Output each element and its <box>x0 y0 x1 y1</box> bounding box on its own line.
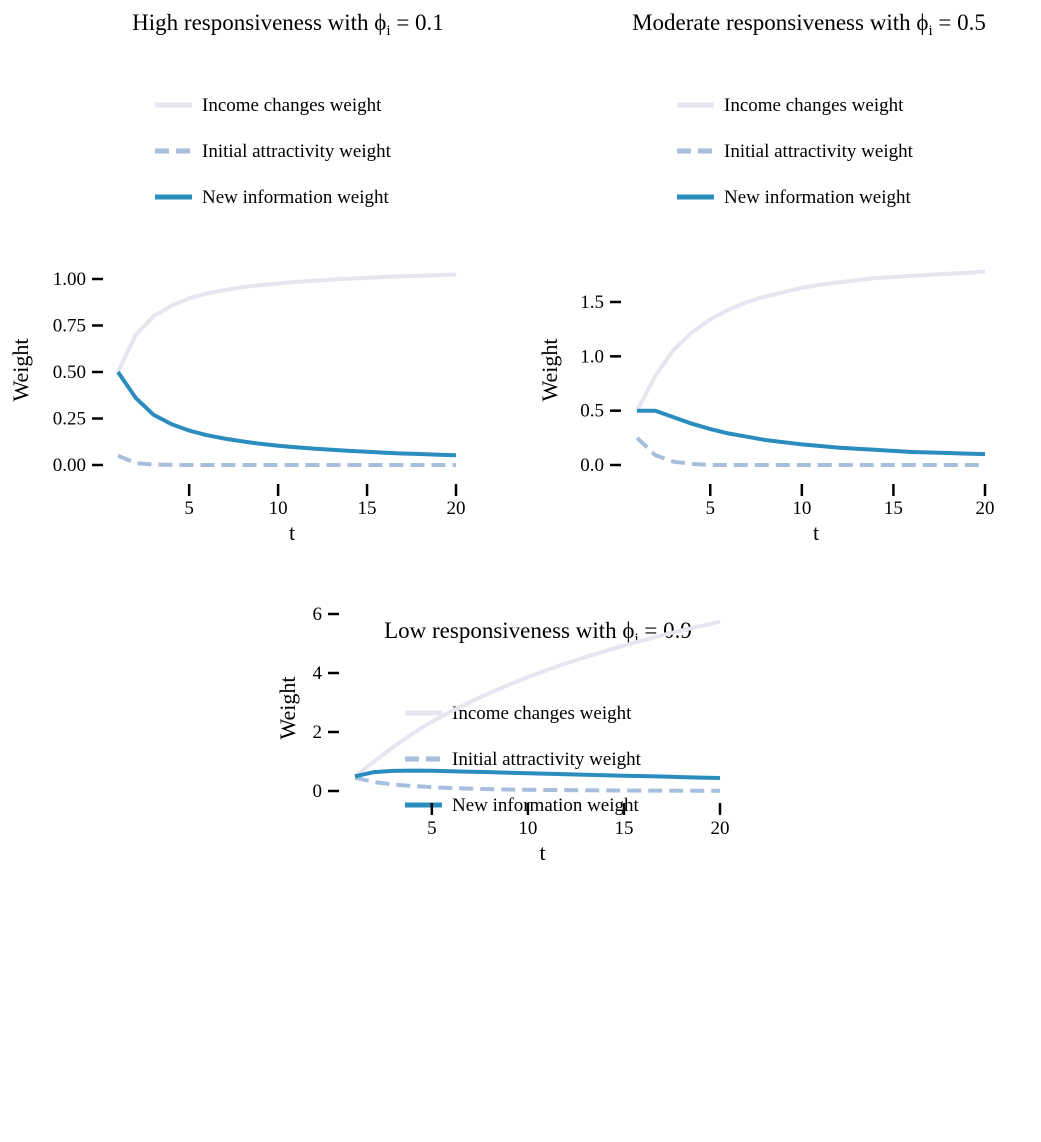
title-symbol: ϕ <box>374 10 386 35</box>
chart-panel-1: High responsiveness with ϕi = 0.1 Income … <box>8 10 466 545</box>
chart-panel-3: Low responsiveness with ϕi = 0.9 Income c… <box>275 604 730 865</box>
x-tick-label: 15 <box>884 498 903 519</box>
y-tick-label: 0.00 <box>53 455 86 476</box>
legend-label-2: Initial attractivity weight <box>452 749 642 770</box>
title-text: High responsiveness with <box>132 10 374 35</box>
chart-title: Low responsiveness with ϕi = 0.9 <box>384 618 692 647</box>
y-tick-label: 0.75 <box>53 316 86 337</box>
title-text: Low responsiveness with <box>384 618 622 643</box>
title-text: Moderate responsiveness with <box>632 10 916 35</box>
y-tick-label: 1.00 <box>53 269 86 290</box>
series-line-1 <box>116 272 457 373</box>
y-tick-label: 0.0 <box>580 455 604 476</box>
legend: Income changes weight Initial attractivit… <box>155 95 392 208</box>
y-tick-label: 4 <box>313 663 323 684</box>
series-line-3 <box>637 408 986 457</box>
x-axis-label: t <box>813 520 819 545</box>
legend-label-3: New information weight <box>452 795 640 816</box>
legend-label-3: New information weight <box>724 187 912 208</box>
x-axis-label: t <box>539 840 545 865</box>
legend-label-2: Initial attractivity weight <box>202 141 392 162</box>
y-tick-label: 6 <box>313 604 323 625</box>
series-line-3 <box>354 768 721 780</box>
y-tick-label: 2 <box>313 722 323 743</box>
x-tick-label: 15 <box>358 498 377 519</box>
legend-label-2: Initial attractivity weight <box>724 141 914 162</box>
y-axis-label: Weight <box>8 339 33 402</box>
title-subscript: i <box>928 23 932 39</box>
x-tick-label: 5 <box>706 498 716 519</box>
series-line-2 <box>117 453 456 467</box>
title-symbol: ϕ <box>916 10 928 35</box>
y-tick-label: 0.25 <box>53 409 86 430</box>
series-line-3 <box>116 370 457 458</box>
series-line-2 <box>354 775 720 793</box>
y-tick-label: 0.50 <box>53 362 86 383</box>
x-tick-label: 20 <box>976 498 995 519</box>
chart-title: High responsiveness with ϕi = 0.1 <box>132 10 444 39</box>
y-tick-label: 0 <box>313 781 323 802</box>
series-line-1 <box>353 619 721 778</box>
chart-title: Moderate responsiveness with ϕi = 0.5 <box>632 10 986 39</box>
chart-panel-2: Moderate responsiveness with ϕi = 0.5 Inc… <box>537 10 995 545</box>
y-axis-label: Weight <box>537 339 562 402</box>
y-tick-label: 1.5 <box>580 292 604 313</box>
x-tick-label: 20 <box>447 498 466 519</box>
y-axis-label: Weight <box>275 677 300 740</box>
x-tick-label: 10 <box>792 498 811 519</box>
title-symbol: ϕ <box>622 618 634 643</box>
x-tick-label: 5 <box>427 818 437 839</box>
legend: Income changes weight Initial attractivit… <box>677 95 914 208</box>
title-subscript: i <box>386 23 390 39</box>
title-value: = 0.1 <box>391 10 444 35</box>
legend-label-3: New information weight <box>202 187 390 208</box>
legend: Income changes weight Initial attractivit… <box>405 703 642 816</box>
legend-label-1: Income changes weight <box>724 95 904 116</box>
x-tick-label: 20 <box>711 818 730 839</box>
series-line-1 <box>635 269 986 412</box>
x-tick-label: 5 <box>184 498 194 519</box>
x-tick-label: 10 <box>518 818 537 839</box>
title-subscript: i <box>634 631 638 647</box>
y-tick-label: 1.0 <box>580 346 604 367</box>
series-line-2 <box>635 436 985 467</box>
x-tick-label: 10 <box>269 498 288 519</box>
title-value: = 0.5 <box>933 10 986 35</box>
x-axis-label: t <box>289 520 295 545</box>
legend-label-1: Income changes weight <box>452 703 632 724</box>
x-tick-label: 15 <box>614 818 633 839</box>
legend-label-1: Income changes weight <box>202 95 382 116</box>
y-tick-label: 0.5 <box>580 401 604 422</box>
